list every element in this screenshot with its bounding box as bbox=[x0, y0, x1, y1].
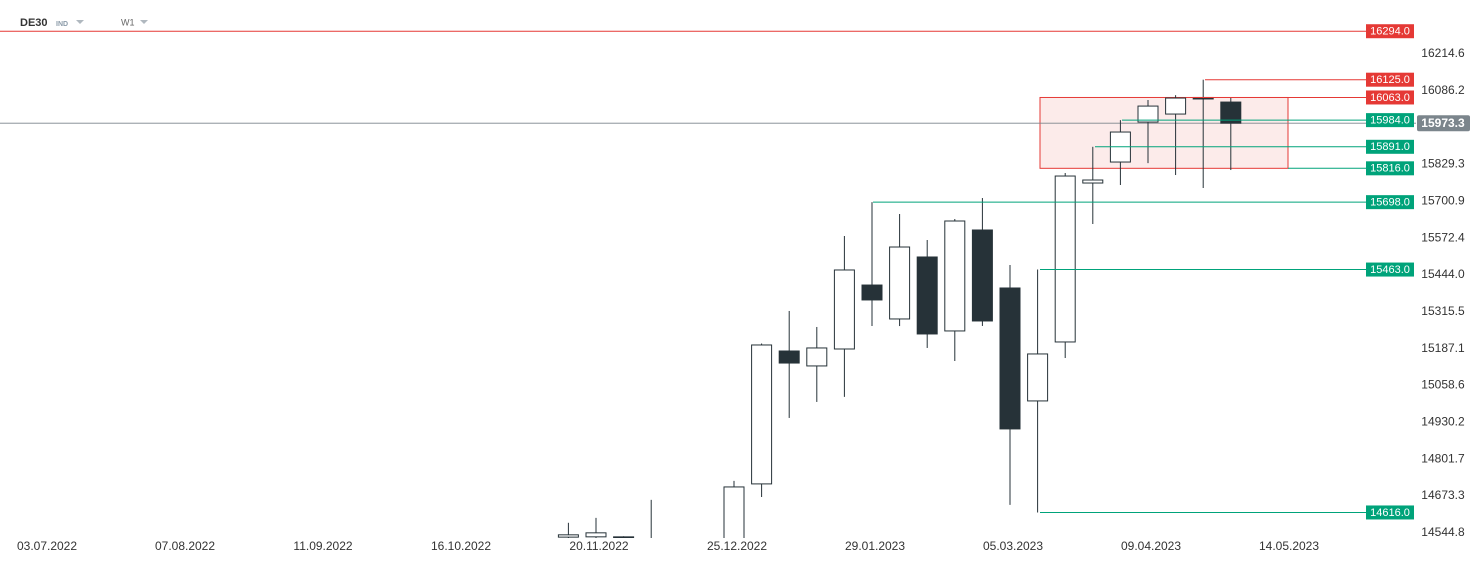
zone bbox=[1039, 96, 1289, 169]
level-label: 15891.0 bbox=[1370, 141, 1410, 153]
x-tick-label: 20.11.2022 bbox=[569, 539, 628, 553]
y-tick-label: 15187.1 bbox=[1421, 341, 1465, 355]
dropdown-icon[interactable] bbox=[140, 20, 148, 24]
x-tick-label: 25.12.2022 bbox=[707, 539, 767, 553]
price-badge bbox=[1417, 115, 1470, 132]
level-badge bbox=[1366, 139, 1414, 154]
candle-body bbox=[557, 534, 579, 538]
x-tick-label: 09.04.2023 bbox=[1121, 539, 1181, 553]
candle-body bbox=[641, 540, 661, 542]
y-tick-label: 15829.3 bbox=[1421, 157, 1465, 171]
candle-body bbox=[751, 344, 773, 485]
candle-body bbox=[916, 256, 938, 335]
level-badge bbox=[1366, 72, 1414, 87]
candle-body bbox=[861, 284, 883, 301]
x-tick-label: 05.03.2023 bbox=[983, 539, 1043, 553]
candle-body bbox=[1027, 353, 1049, 402]
symbol: DE30 bbox=[20, 17, 48, 29]
y-tick-label: 14544.8 bbox=[1421, 525, 1465, 539]
candle-body bbox=[833, 269, 855, 350]
candle-body bbox=[944, 220, 966, 332]
y-tick-label: 16214.6 bbox=[1421, 46, 1465, 60]
candle-body bbox=[999, 287, 1021, 430]
level-label: 16125.0 bbox=[1370, 74, 1410, 86]
y-tick-label: 14673.3 bbox=[1421, 488, 1465, 502]
y-tick-label: 15572.4 bbox=[1421, 230, 1465, 244]
y-tick-label: 15315.5 bbox=[1421, 304, 1465, 318]
candle-body bbox=[1220, 101, 1242, 124]
candle-body bbox=[1137, 105, 1159, 123]
level-badge bbox=[1366, 113, 1414, 128]
y-tick-label: 14801.7 bbox=[1421, 451, 1465, 465]
level-label: 14616.0 bbox=[1370, 507, 1410, 519]
x-tick-label: 11.09.2022 bbox=[293, 539, 352, 553]
candle-body bbox=[889, 246, 911, 320]
interval[interactable]: W1 bbox=[121, 17, 135, 27]
market[interactable]: IND bbox=[56, 21, 68, 28]
candle-body bbox=[806, 347, 828, 367]
level-badge bbox=[1366, 24, 1414, 39]
candle-body bbox=[778, 350, 800, 364]
level-badge bbox=[1366, 505, 1414, 520]
level-label: 15984.0 bbox=[1370, 115, 1410, 127]
candle-body bbox=[1082, 179, 1104, 184]
candle-body bbox=[723, 486, 745, 538]
y-tick-label: 15444.0 bbox=[1421, 267, 1465, 281]
candle-body bbox=[585, 532, 607, 538]
level-label: 15698.0 bbox=[1370, 197, 1410, 209]
y-tick-label: 14930.2 bbox=[1421, 415, 1465, 429]
level-badge bbox=[1366, 161, 1414, 176]
x-tick-label: 29.01.2023 bbox=[845, 539, 905, 553]
level-badge bbox=[1366, 195, 1414, 210]
y-tick-label: 16086.2 bbox=[1421, 83, 1465, 97]
x-tick-label: 03.07.2022 bbox=[17, 539, 77, 553]
level-badge bbox=[1366, 90, 1414, 105]
y-tick-label: 15058.6 bbox=[1421, 378, 1465, 392]
x-tick-label: 07.08.2022 bbox=[155, 539, 215, 553]
level-label: 16294.0 bbox=[1370, 26, 1410, 38]
level-badge bbox=[1366, 262, 1414, 277]
x-tick-label: 14.05.2023 bbox=[1259, 539, 1319, 553]
plot-area bbox=[0, 79, 1416, 542]
level-label: 16063.0 bbox=[1370, 92, 1410, 104]
y-tick-label: 15700.9 bbox=[1421, 193, 1465, 207]
candle-body bbox=[613, 536, 635, 538]
candle-body bbox=[1054, 175, 1076, 343]
candle-body bbox=[971, 229, 993, 322]
level-label: 15463.0 bbox=[1370, 264, 1410, 276]
x-tick-label: 16.10.2022 bbox=[431, 539, 491, 553]
dropdown-icon[interactable] bbox=[76, 20, 84, 24]
level-label: 15816.0 bbox=[1370, 163, 1410, 175]
price-label: 15973.3 bbox=[1421, 116, 1465, 130]
candle-body bbox=[1165, 97, 1187, 115]
